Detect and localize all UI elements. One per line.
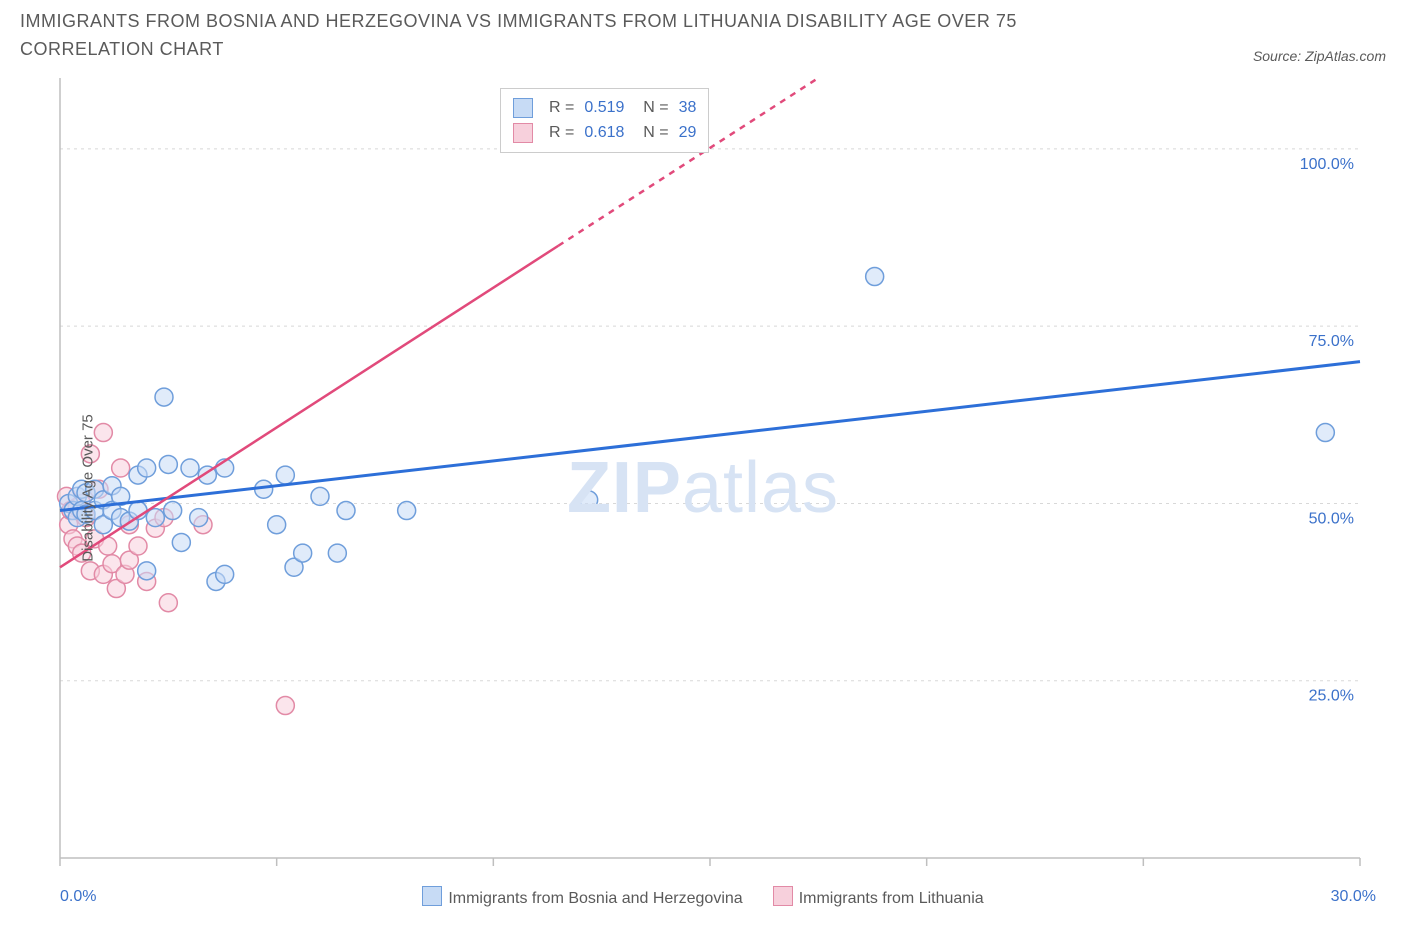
legend-label: Immigrants from Bosnia and Herzegovina [448,890,742,907]
svg-text:25.0%: 25.0% [1309,688,1354,705]
scatter-chart: 25.0% 50.0% 75.0% 100.0% [0,68,1406,878]
legend-item-bosnia: Immigrants from Bosnia and Herzegovina [422,886,742,908]
svg-text:75.0%: 75.0% [1309,333,1354,350]
legend-label: Immigrants from Lithuania [799,890,984,907]
header-row: IMMIGRANTS FROM BOSNIA AND HERZEGOVINA V… [0,0,1406,68]
x-axis-min-label: 0.0% [60,888,96,906]
source-label: Source: ZipAtlas.com [1253,48,1386,64]
legend-item-lithuania: Immigrants from Lithuania [773,886,984,908]
svg-text:100.0%: 100.0% [1300,156,1354,173]
chart-container: Disability Age Over 75 ZIPatlas 25.0%50.… [0,68,1406,908]
x-axis-max-label: 30.0% [1331,888,1376,906]
swatch-icon [422,886,442,906]
correlation-legend-box: R = 0.519 N = 38R = 0.618 N = 29 [500,88,709,153]
chart-title: IMMIGRANTS FROM BOSNIA AND HERZEGOVINA V… [20,8,1120,64]
y-axis-label: Disability Age Over 75 [79,414,96,562]
svg-text:50.0%: 50.0% [1309,510,1354,527]
swatch-icon [773,886,793,906]
x-axis-legend: 0.0% Immigrants from Bosnia and Herzegov… [0,886,1406,908]
